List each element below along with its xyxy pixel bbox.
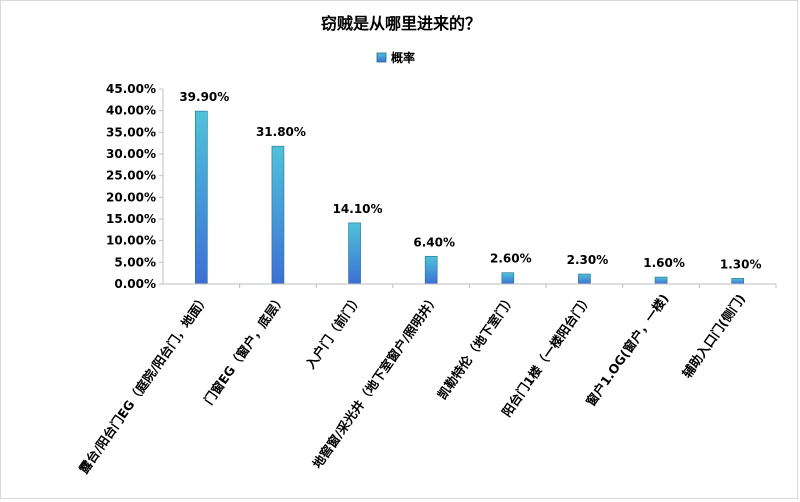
- chart-title: 窃贼是从哪里进来的？: [321, 14, 481, 33]
- y-tick-label: 45.00%: [106, 82, 156, 96]
- x-tick-label: 露台/阳台门EG（庭院/阳台门，地面）: [76, 291, 212, 476]
- x-tick-label: 阳台门1楼（一楼阳台门）: [499, 291, 595, 419]
- y-tick-label: 35.00%: [106, 125, 156, 139]
- y-tick-label: 0.00%: [114, 277, 156, 291]
- y-tick-label: 30.00%: [106, 147, 156, 161]
- x-tick-label: 门窗EG（窗户，底层）: [201, 291, 289, 407]
- legend-swatch: [376, 52, 387, 63]
- x-tick-label: 入户门（前门）: [303, 291, 365, 371]
- bar: [731, 278, 744, 285]
- data-label: 39.90%: [179, 90, 229, 104]
- data-label: 2.30%: [567, 253, 609, 267]
- data-label: 14.10%: [333, 202, 383, 216]
- bar: [501, 272, 515, 285]
- bar: [271, 145, 285, 285]
- bars: 39.90% 31.80% 14.10% 6.40% 2.60% 2.30% 1.60% 1.…: [179, 90, 762, 285]
- y-tick-label: 10.00%: [106, 234, 156, 248]
- x-tick-label: 凯勒特伦（地下室门）: [434, 291, 518, 402]
- legend: 概率: [376, 50, 415, 65]
- data-label: 1.60%: [643, 256, 685, 270]
- x-tick-label: 窗户1.OG(窗户，一楼): [583, 291, 672, 409]
- data-label: 6.40%: [413, 235, 455, 249]
- y-tick-label: 40.00%: [106, 104, 156, 118]
- data-label: 31.80%: [256, 125, 306, 139]
- bar: [195, 110, 208, 285]
- bar: [348, 222, 361, 285]
- x-axis: 露台/阳台门EG（庭院/阳台门，地面）门窗EG（窗户，底层） 入户门（前门）地窖窗…: [76, 283, 777, 476]
- bar: [424, 255, 438, 285]
- bar: [578, 273, 591, 285]
- x-tick-label: 辅助入口门(侧门): [679, 291, 748, 381]
- bar: [654, 276, 668, 285]
- y-tick-label: 20.00%: [106, 190, 156, 204]
- y-tick-label: 25.00%: [106, 169, 156, 183]
- data-label: 1.30%: [720, 257, 762, 271]
- x-tick-label: 地窖窗/采光井（地下室窗户/照明井）: [309, 291, 441, 471]
- y-axis: 0.00% 5.00% 10.00% 15.00% 20.00% 25.00% 30.00%…: [106, 82, 164, 291]
- y-tick-label: 15.00%: [106, 212, 156, 226]
- data-label: 2.60%: [490, 252, 532, 266]
- y-tick-label: 5.00%: [114, 255, 156, 269]
- legend-label: 概率: [391, 50, 415, 65]
